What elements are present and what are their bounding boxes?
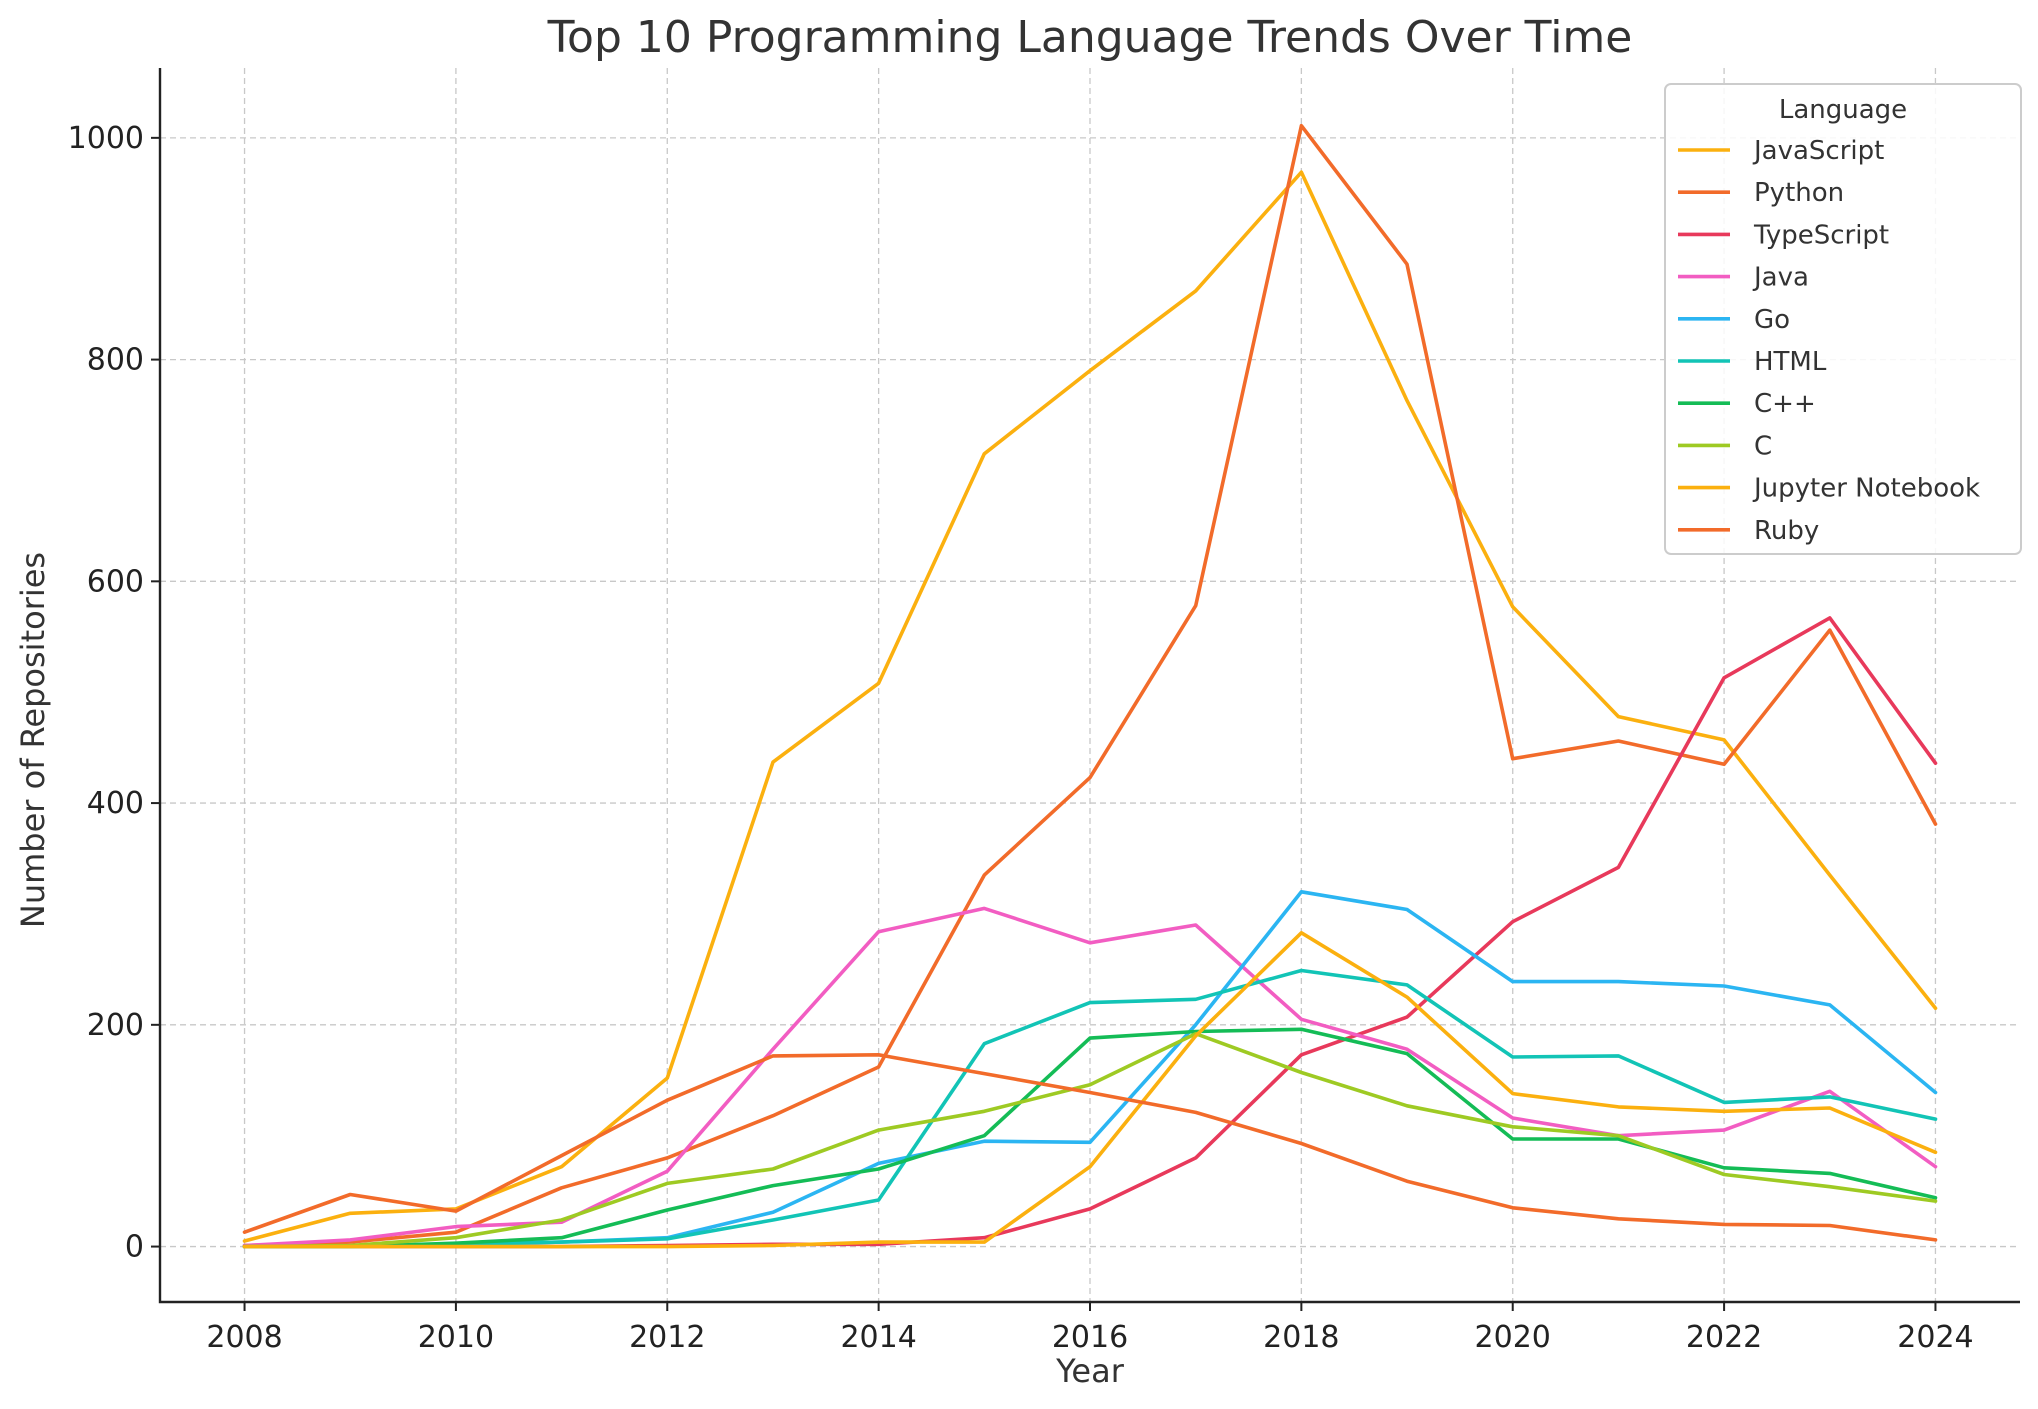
x-tick-label: 2016 <box>1052 1320 1128 1355</box>
series-line-javascript <box>242 170 1938 1243</box>
legend-label-java: Java <box>1752 263 1809 293</box>
legend: Language JavaScript Python TypeScript Java G… <box>1664 83 2022 555</box>
y-tick-label: 400 <box>87 786 144 821</box>
chart-title: Top 10 Programming Language Trends Over … <box>547 12 1633 63</box>
legend-label-c: C <box>1754 431 1772 461</box>
y-tick-label: 800 <box>87 343 144 378</box>
x-tick-label: 2014 <box>840 1320 916 1355</box>
axis-spines <box>158 68 2020 1304</box>
series-line-java <box>242 906 1938 1248</box>
series-line-html <box>242 968 1938 1249</box>
legend-label-jupyter-notebook: Jupyter Notebook <box>1752 474 1980 504</box>
y-tick-label: 0 <box>125 1230 144 1265</box>
legend-label-c: C++ <box>1754 389 1816 419</box>
series-line-jupyter-notebook <box>242 930 1938 1249</box>
x-tick-label: 2020 <box>1475 1320 1551 1355</box>
x-tick-label: 2008 <box>206 1320 282 1355</box>
x-tick-label: 2018 <box>1263 1320 1339 1355</box>
y-tick-label: 600 <box>87 564 144 599</box>
legend-box <box>1664 83 2022 555</box>
series-line-ruby <box>242 1053 1938 1242</box>
x-tick-label: 2022 <box>1686 1320 1762 1355</box>
legend-label-ruby: Ruby <box>1754 516 1819 546</box>
x-tick-label: 2012 <box>629 1320 705 1355</box>
y-axis-label: Number of Repositories <box>14 552 52 928</box>
legend-label-typescript: TypeScript <box>1753 220 1889 250</box>
legend-label-python: Python <box>1754 178 1844 208</box>
series-lines <box>242 123 1938 1249</box>
legend-items: JavaScript Python TypeScript Java Go HTML C++ C… <box>1678 136 1980 546</box>
x-tick-label: 2010 <box>418 1320 494 1355</box>
y-tick-label: 200 <box>87 1008 144 1043</box>
y-tick-label: 1000 <box>68 121 144 156</box>
legend-label-go: Go <box>1754 305 1790 335</box>
series-line-python <box>242 123 1938 1248</box>
axes: 2008 2010 2012 2014 2016 2018 2020 2022 2024 0 200… <box>68 68 2020 1355</box>
x-axis-label: Year <box>1055 1352 1125 1390</box>
legend-title: Language <box>1779 95 1907 125</box>
x-tick-label: 2024 <box>1897 1320 1973 1355</box>
series-line-c <box>242 1031 1938 1249</box>
legend-label-javascript: JavaScript <box>1752 136 1884 166</box>
legend-label-html: HTML <box>1754 347 1827 377</box>
